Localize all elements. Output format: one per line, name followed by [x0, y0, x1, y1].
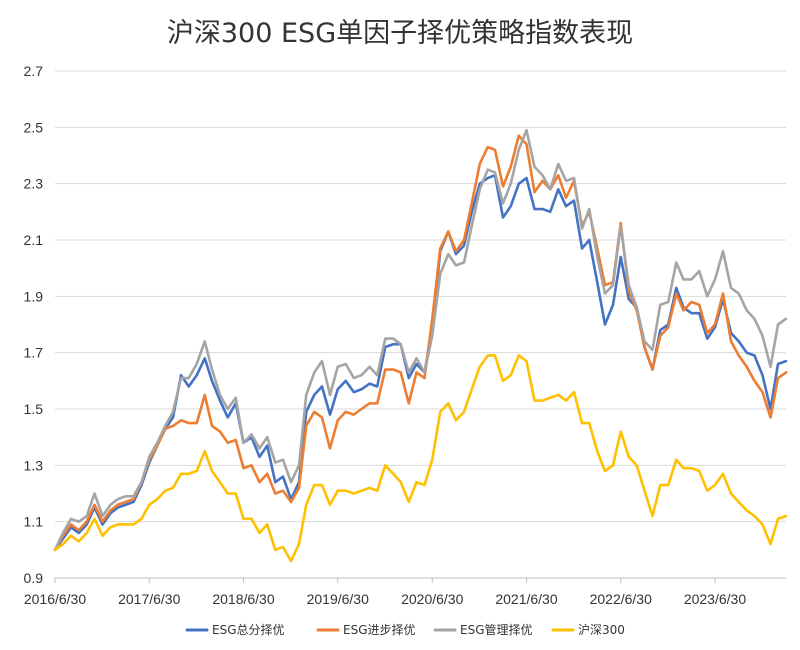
y-tick-label: 1.1 — [24, 514, 44, 530]
y-tick-label: 1.7 — [24, 345, 44, 361]
x-tick-label: 2016/6/30 — [24, 591, 86, 607]
series-line-1 — [53, 173, 788, 552]
series-line-3 — [53, 128, 788, 552]
legend-item: ESG进步择优 — [316, 623, 416, 637]
x-tick-label: 2022/6/30 — [590, 591, 652, 607]
grid-lines — [55, 70, 786, 523]
y-tick-label: 1.9 — [24, 288, 44, 304]
y-tick-label: 2.3 — [24, 176, 44, 192]
series-lines — [53, 128, 788, 563]
x-tick-label: 2017/6/30 — [118, 591, 180, 607]
y-tick-label: 2.7 — [24, 63, 44, 79]
x-axis: 2016/6/30 2017/6/30 2018/6/30 2019/6/30 2020… — [24, 577, 786, 607]
y-tick-label: 2.1 — [24, 232, 44, 248]
legend-label: ESG管理择优 — [460, 622, 533, 637]
y-tick-label: 1.5 — [24, 401, 44, 417]
legend-label: ESG进步择优 — [343, 623, 416, 637]
x-tick-label: 2018/6/30 — [212, 591, 274, 607]
legend-item: ESG总分择优 — [185, 623, 285, 637]
legend: ESG总分择优 ESG进步择优 ESG管理择优 沪深300 — [185, 622, 625, 637]
y-tick-label: 2.5 — [24, 119, 44, 135]
y-tick-label: 1.3 — [24, 457, 44, 473]
legend-item: 沪深300 — [551, 623, 625, 637]
x-tick-label: 2021/6/30 — [495, 591, 557, 607]
series-line-2 — [53, 134, 788, 552]
y-tick-label: 0.9 — [24, 570, 44, 586]
y-axis: 0.9 1.1 1.3 1.5 1.7 1.9 2.1 2.3 2.5 2.7 — [24, 63, 44, 586]
legend-label: ESG总分择优 — [212, 623, 285, 637]
x-tick-label: 2020/6/30 — [401, 591, 463, 607]
chart-title: 沪深300 ESG单因子择优策略指数表现 — [167, 18, 633, 49]
series-line-4 — [53, 354, 788, 563]
legend-item: ESG管理择优 — [433, 622, 533, 637]
x-tick-label: 2019/6/30 — [307, 591, 369, 607]
x-tick-label: 2023/6/30 — [684, 591, 746, 607]
legend-label: 沪深300 — [578, 623, 625, 637]
